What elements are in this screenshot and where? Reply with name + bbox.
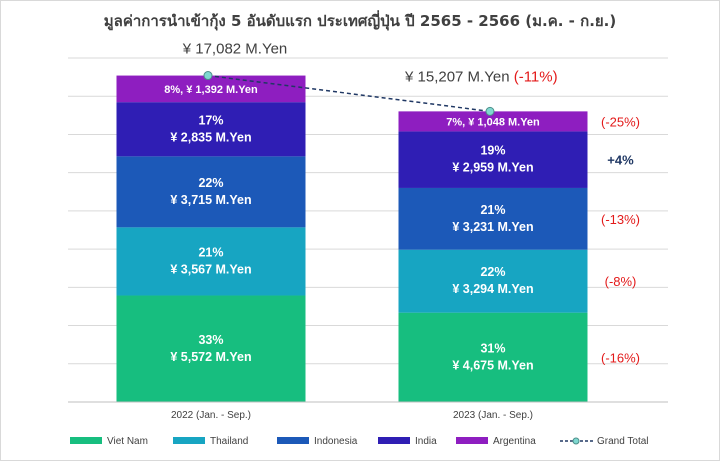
legend-label-viet-nam: Viet Nam <box>107 436 148 447</box>
legend: Viet Nam Thailand Indonesia India Argentina G… <box>70 436 649 447</box>
data-label-india-2: 19% ¥ 2,959 M.Yen <box>452 144 533 175</box>
grand-total-marker-1 <box>203 71 213 81</box>
legend-swatch-indonesia <box>277 437 309 444</box>
bar-indonesia-1 <box>116 156 306 228</box>
x-tick-label-1: 2022 (Jan. - Sep.) <box>171 410 251 421</box>
bar-india-2 <box>398 131 588 188</box>
change-label-india: +4% <box>607 153 634 168</box>
legend-marker-grand-total <box>572 437 580 445</box>
bar-thailand-1 <box>116 227 306 296</box>
chart-title: มูลค่าการนำเข้ากุ้ง 5 อันดับแรก ประเทศญี… <box>104 10 616 31</box>
bar-indonesia-2 <box>398 187 588 250</box>
bars: 33% ¥ 5,572 M.Yen 21% ¥ 3,567 M.Yen 22% ¥ 3,7… <box>116 75 588 402</box>
legend-swatch-thailand <box>173 437 205 444</box>
legend-swatch-india <box>378 437 410 444</box>
x-axis: 2022 (Jan. - Sep.) 2023 (Jan. - Sep.) <box>68 401 668 421</box>
data-label-indonesia-1: 22% ¥ 3,715 M.Yen <box>170 176 251 207</box>
change-label-viet-nam: (-16%) <box>601 350 640 365</box>
legend-label-thailand: Thailand <box>210 436 248 447</box>
change-labels: (-25%) +4% (-13%) (-8%) (-16%) <box>601 114 640 365</box>
data-label-viet-nam-1: 33% ¥ 5,572 M.Yen <box>170 333 251 364</box>
legend-swatch-argentina <box>456 437 488 444</box>
grand-total-line <box>207 74 491 113</box>
legend-label-india: India <box>415 436 437 447</box>
legend-label-argentina: Argentina <box>493 436 536 447</box>
bar-thailand-2 <box>398 249 588 313</box>
change-label-thailand: (-8%) <box>605 274 637 289</box>
data-label-argentina-1: 8%, ¥ 1,392 M.Yen <box>164 84 258 96</box>
data-label-india-1: 17% ¥ 2,835 M.Yen <box>170 113 251 144</box>
grand-total-marker-2 <box>485 106 495 116</box>
legend-label-indonesia: Indonesia <box>314 436 358 447</box>
change-label-argentina: (-25%) <box>601 114 640 129</box>
data-label-viet-nam-2: 31% ¥ 4,675 M.Yen <box>452 341 533 372</box>
bar-viet-nam-2 <box>398 312 588 402</box>
legend-swatch-viet-nam <box>70 437 102 444</box>
data-label-thailand-1: 21% ¥ 3,567 M.Yen <box>170 245 251 276</box>
data-label-argentina-2: 7%, ¥ 1,048 M.Yen <box>446 116 540 128</box>
bar-india-1 <box>116 102 306 157</box>
change-label-indonesia: (-13%) <box>601 212 640 227</box>
grand-total-label-1: ¥ 17,082 M.Yen <box>182 41 288 58</box>
bar-argentina-1 <box>116 75 306 103</box>
bar-argentina-2 <box>398 111 588 132</box>
grand-total-series: ¥ 17,082 M.Yen ¥ 15,207 M.Yen (-11%) <box>182 41 558 116</box>
bar-viet-nam-1 <box>116 295 306 402</box>
data-label-thailand-2: 22% ¥ 3,294 M.Yen <box>452 265 533 296</box>
grand-total-label-2: ¥ 15,207 M.Yen (-11%) <box>404 68 558 85</box>
data-label-indonesia-2: 21% ¥ 3,231 M.Yen <box>452 203 533 234</box>
x-tick-label-2: 2023 (Jan. - Sep.) <box>453 410 533 421</box>
legend-label-grand-total: Grand Total <box>597 436 649 447</box>
